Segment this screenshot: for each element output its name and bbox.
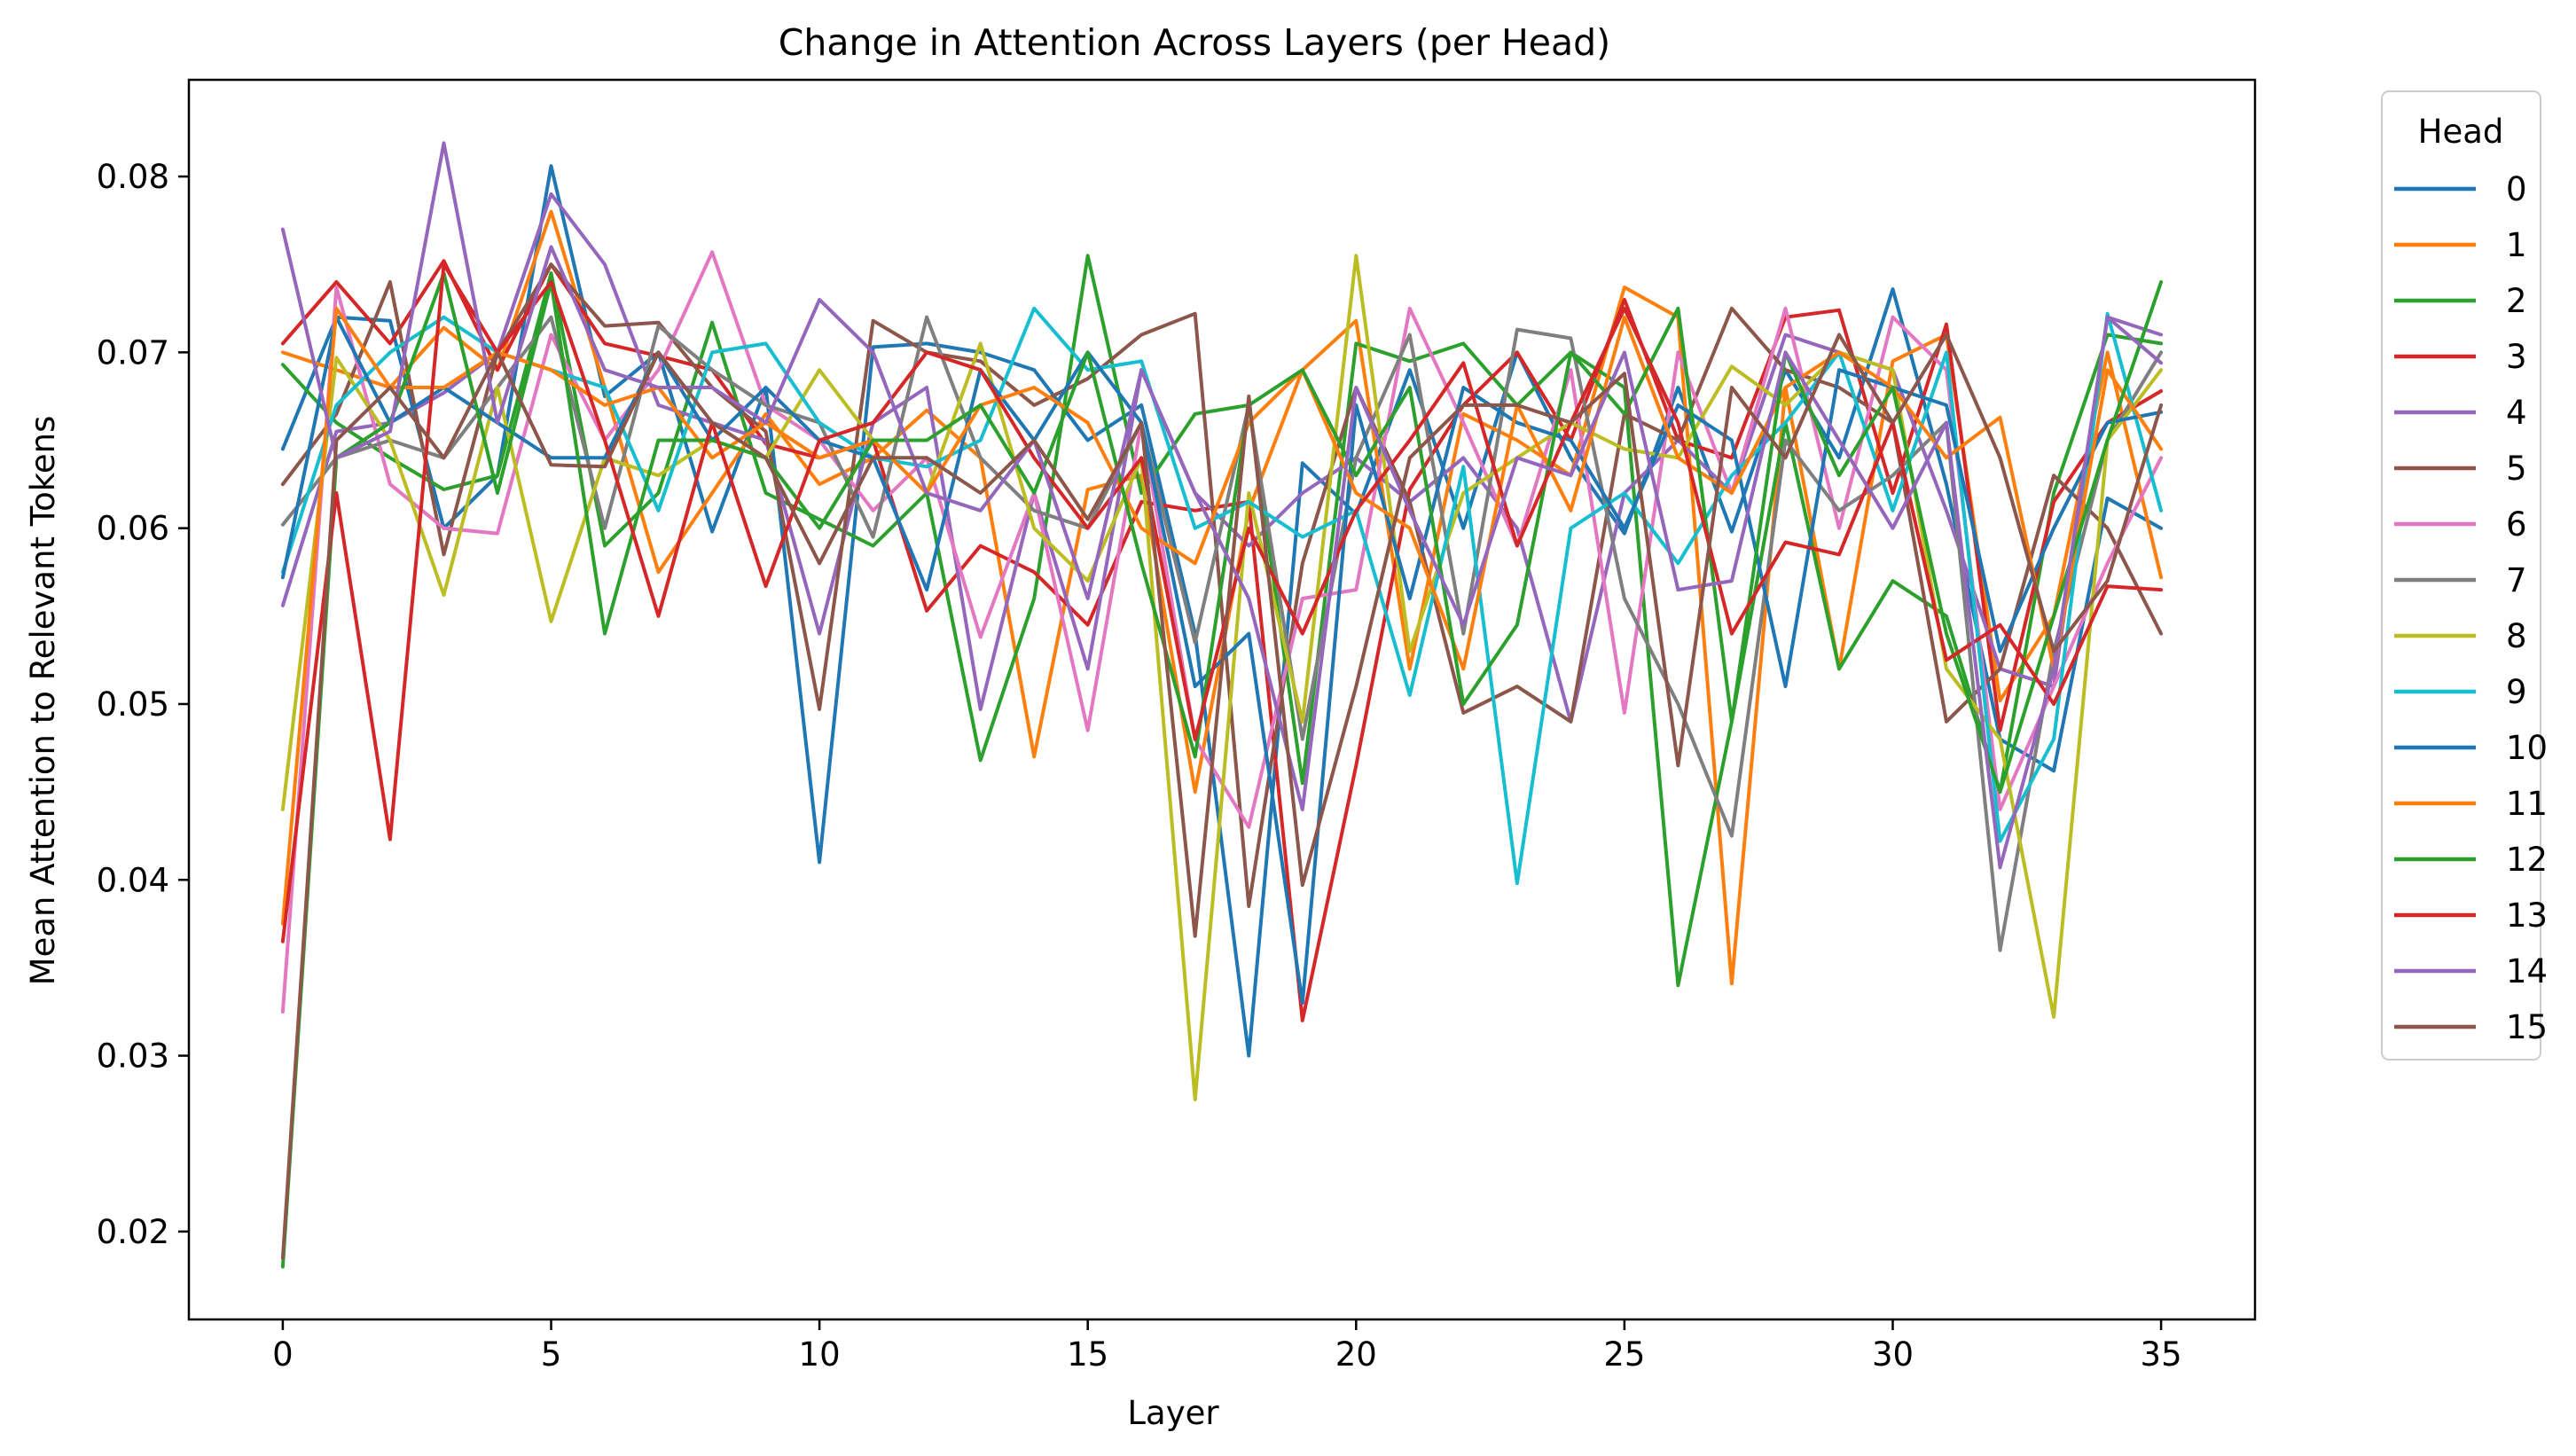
legend-label-head-12: 12: [2506, 841, 2548, 879]
legend-label-head-6: 6: [2506, 505, 2527, 544]
series-line-head-3: [280, 259, 2164, 1022]
legend-label-head-2: 2: [2506, 282, 2527, 320]
plot-area-frame: [187, 78, 2257, 1321]
y-tick-label: 0.05: [97, 685, 169, 724]
legend-label-head-9: 9: [2506, 673, 2527, 711]
legend-label-head-10: 10: [2506, 729, 2548, 767]
series-line-head-9: [280, 306, 2164, 886]
legend-label-head-14: 14: [2506, 952, 2548, 990]
legend-label-head-1: 1: [2506, 226, 2527, 264]
legend-label-head-0: 0: [2506, 170, 2527, 208]
series-line-head-15: [280, 333, 2164, 1260]
y-tick-label: 0.04: [97, 861, 169, 899]
series-line-head-5: [280, 262, 2164, 908]
chart-title: Change in Attention Across Layers (per H…: [779, 21, 1610, 64]
x-tick-label: 30: [1872, 1335, 1914, 1374]
x-tick-label: 35: [2141, 1335, 2182, 1374]
x-tick-label: 0: [272, 1335, 294, 1374]
plot-series-group: [280, 141, 2164, 1269]
series-line-head-8: [280, 254, 2164, 1102]
x-tick-label: 5: [541, 1335, 562, 1374]
legend-label-head-15: 15: [2506, 1008, 2548, 1046]
series-line-head-2: [280, 254, 2164, 988]
x-tick-label: 10: [799, 1335, 841, 1374]
x-tick-label: 15: [1067, 1335, 1108, 1374]
y-tick-label: 0.07: [97, 333, 169, 372]
x-tick-label: 25: [1603, 1335, 1645, 1374]
legend-label-head-3: 3: [2506, 338, 2527, 376]
legend-title: Head: [2418, 113, 2504, 151]
y-tick-label: 0.08: [97, 158, 169, 196]
x-tick-label: 20: [1335, 1335, 1377, 1374]
legend-label-head-8: 8: [2506, 617, 2527, 655]
legend-label-head-5: 5: [2506, 450, 2527, 488]
legend-label-head-4: 4: [2506, 394, 2527, 432]
series-line-head-7: [280, 315, 2164, 952]
series-line-head-11: [280, 306, 2164, 926]
x-axis-ticks: 0 5 10 15 20 25 30 35: [272, 1319, 2182, 1374]
y-axis-ticks: 0.02 0.03 0.04 0.05 0.06 0.07 0.08: [97, 158, 189, 1251]
legend-label-head-7: 7: [2506, 561, 2527, 599]
y-tick-label: 0.02: [97, 1213, 169, 1251]
series-line-head-13: [280, 262, 2164, 943]
series-line-head-14: [280, 141, 2164, 870]
legend-label-head-13: 13: [2506, 896, 2548, 935]
legend-label-head-11: 11: [2506, 785, 2548, 823]
y-tick-label: 0.06: [97, 510, 169, 548]
y-axis-label: Mean Attention to Relevant Tokens: [24, 416, 62, 986]
legend-box: [2381, 90, 2541, 1061]
x-axis-label: Layer: [1127, 1394, 1219, 1432]
y-tick-label: 0.03: [97, 1037, 169, 1076]
series-line-head-12: [280, 271, 2164, 1269]
